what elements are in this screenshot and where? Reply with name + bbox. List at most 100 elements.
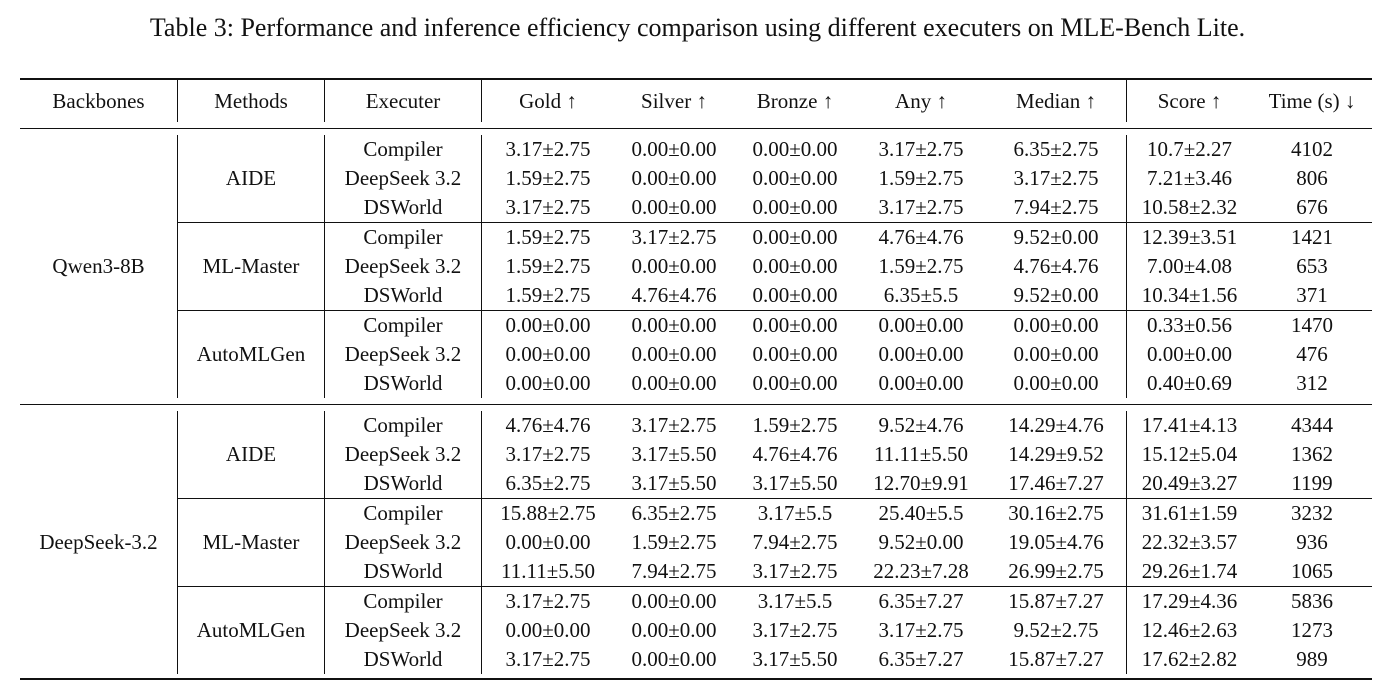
value-cell: 20.49±3.27 [1126, 469, 1252, 498]
value-cell: 12.70±9.91 [873, 471, 969, 495]
executer-cell: Compiler [324, 135, 481, 164]
value-cell: 0.00±0.00 [631, 137, 717, 161]
table-row: AutoMLGen Compiler 3.17±2.75 0.00±0.00 3.17±… [20, 586, 1372, 674]
column-header: Silver ↑ [641, 88, 707, 113]
value-cell: 0.00±0.00 [631, 647, 717, 671]
backbone-cell: Qwen3-8B [52, 254, 145, 278]
column-header: Executer [324, 80, 481, 122]
value-cell: 653 [1296, 254, 1328, 278]
value-cell: 12.46±2.63 [1126, 616, 1252, 645]
table-row: DSWorld 3.17±2.75 0.00±0.00 3.17±5.50 6.35±7… [20, 645, 1372, 674]
value-cell: 19.05±4.76 [1008, 530, 1104, 554]
column-header: Bronze ↑ [756, 88, 834, 113]
table-row: ML-Master Compiler 15.88±2.75 6.35±2.75 3.17… [20, 498, 1372, 586]
value-cell: 5836 [1252, 586, 1372, 616]
value-cell: 676 [1296, 195, 1328, 219]
value-cell: 3.17±5.50 [752, 647, 838, 671]
executer-cell: DeepSeek 3.2 [324, 528, 481, 557]
executer-cell: DeepSeek 3.2 [324, 164, 481, 193]
value-cell: 11.11±5.50 [481, 557, 614, 586]
value-cell: 476 [1296, 342, 1328, 366]
table-row: DeepSeek 3.2 0.00±0.00 0.00±0.00 0.00±0.00 0… [20, 340, 1372, 369]
value-cell: 3.17±5.5 [734, 586, 856, 616]
value-cell: 0.40±0.69 [1126, 369, 1252, 398]
value-cell: 0.00±0.00 [878, 342, 964, 366]
value-cell: 0.00±0.00 [1013, 371, 1099, 395]
value-cell: 17.62±2.82 [1126, 645, 1252, 674]
table-row: DeepSeek 3.2 1.59±2.75 0.00±0.00 0.00±0.00 1… [20, 164, 1372, 193]
value-cell: 0.00±0.00 [481, 310, 614, 340]
value-cell: 29.26±1.74 [1126, 557, 1252, 586]
value-cell: 0.00±0.00 [752, 342, 838, 366]
value-cell: 989 [1296, 647, 1328, 671]
table-row: DeepSeek-3.2 AIDE Compiler 4.76±4.76 3.17±2.… [20, 411, 1372, 554]
executer-cell: DSWorld [324, 469, 481, 498]
table-row: DSWorld 3.17±2.75 0.00±0.00 0.00±0.00 3.17±2… [20, 193, 1372, 222]
value-cell: 1.59±2.75 [878, 166, 964, 190]
value-cell: 1199 [1291, 471, 1333, 495]
top-rule [20, 78, 1372, 80]
value-cell: 26.99±2.75 [1008, 559, 1104, 583]
value-cell: 4.76±4.76 [481, 411, 614, 440]
value-cell: 1.59±2.75 [481, 164, 614, 193]
group-rule [20, 404, 1372, 405]
table-caption: Table 3: Performance and inference effic… [149, 13, 1246, 42]
value-cell: 312 [1296, 371, 1328, 395]
value-cell: 936 [1296, 530, 1328, 554]
value-cell: 14.29±9.52 [1008, 442, 1104, 466]
table-row: DeepSeek 3.2 0.00±0.00 1.59±2.75 7.94±2.75 9… [20, 528, 1372, 557]
table-row: DSWorld 1.59±2.75 4.76±4.76 0.00±0.00 6.35±5… [20, 281, 1372, 310]
value-cell: 3.17±2.75 [878, 137, 964, 161]
value-cell: 7.94±2.75 [1013, 195, 1099, 219]
value-cell: 11.11±5.50 [874, 442, 968, 466]
value-cell: 22.23±7.28 [873, 559, 969, 583]
value-cell: 15.12±5.04 [1126, 440, 1252, 469]
value-cell: 0.00±0.00 [752, 371, 838, 395]
backbone-cell: DeepSeek-3.2 [39, 530, 158, 554]
value-cell: 0.00±0.00 [631, 166, 717, 190]
value-cell: 0.00±0.00 [734, 310, 856, 340]
value-cell: 4344 [1291, 413, 1333, 437]
table-row: DeepSeek 3.2 0.00±0.00 0.00±0.00 3.17±2.75 3… [20, 616, 1372, 645]
value-cell: 0.00±0.00 [752, 195, 838, 219]
results-table: Backbones Methods Executer Gold ↑ Silver ↑ Br… [20, 80, 1372, 674]
value-cell: 3.17±5.50 [631, 471, 717, 495]
value-cell: 0.00±0.00 [481, 369, 614, 398]
value-cell: 17.29±4.36 [1126, 586, 1252, 616]
value-cell: 0.00±0.00 [481, 616, 614, 645]
value-cell: 9.52±0.00 [1013, 283, 1099, 307]
column-header: Any ↑ [895, 88, 947, 113]
method-cell: AutoMLGen [177, 310, 324, 398]
value-cell: 1.59±2.75 [481, 252, 614, 281]
table-row: AutoMLGen Compiler 0.00±0.00 0.00±0.00 0.00±… [20, 310, 1372, 398]
value-cell: 1470 [1252, 310, 1372, 340]
value-cell: 3.17±2.75 [631, 413, 717, 437]
value-cell: 0.00±0.00 [752, 137, 838, 161]
method-cell: AIDE [177, 135, 324, 222]
executer-cell: Compiler [324, 586, 481, 616]
value-cell: 1.59±2.75 [481, 222, 614, 252]
value-cell: 0.00±0.00 [856, 310, 986, 340]
value-cell: 3.17±2.75 [752, 559, 838, 583]
value-cell: 3.17±2.75 [481, 645, 614, 674]
value-cell: 6.35±2.75 [481, 469, 614, 498]
value-cell: 25.40±5.5 [856, 498, 986, 528]
value-cell: 3.17±5.50 [752, 471, 838, 495]
executer-cell: Compiler [324, 411, 481, 440]
value-cell: 0.00±0.00 [481, 340, 614, 369]
value-cell: 15.88±2.75 [481, 498, 614, 528]
executer-cell: DeepSeek 3.2 [324, 252, 481, 281]
column-header: Gold ↑ [481, 80, 614, 122]
value-cell: 12.39±3.51 [1126, 222, 1252, 252]
value-cell: 1.59±2.75 [752, 413, 838, 437]
column-header: Backbones [52, 88, 145, 113]
value-cell: 3.17±5.50 [631, 442, 717, 466]
value-cell: 0.00±0.00 [614, 586, 734, 616]
value-cell: 6.35±7.27 [878, 647, 964, 671]
value-cell: 9.52±0.00 [986, 222, 1126, 252]
value-cell: 1421 [1252, 222, 1372, 252]
value-cell: 0.00±0.00 [752, 166, 838, 190]
value-cell: 4102 [1291, 137, 1333, 161]
group-rule [20, 128, 1372, 129]
value-cell: 0.00±0.00 [752, 283, 838, 307]
